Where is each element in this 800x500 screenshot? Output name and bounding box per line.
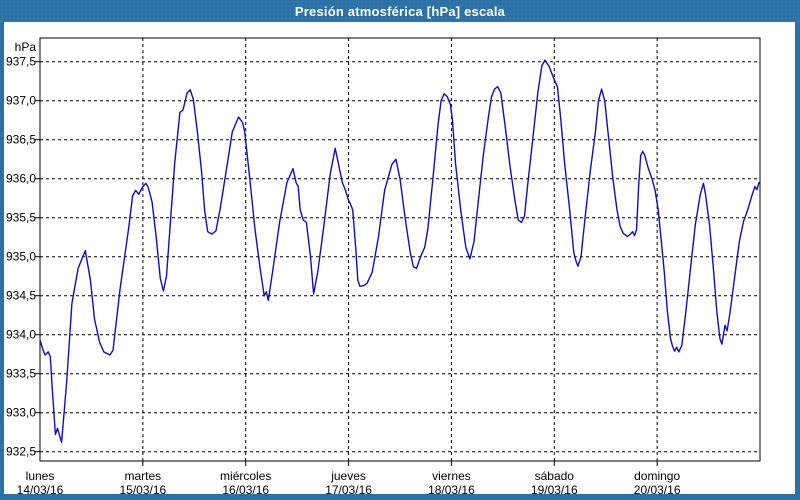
- x-day-date-label: 16/03/16: [222, 483, 269, 497]
- x-day-date-label: 17/03/16: [325, 483, 372, 497]
- y-tick-label: 935,5: [6, 211, 36, 225]
- x-day-name-label: viernes: [432, 469, 471, 483]
- plot-border: [39, 37, 761, 462]
- x-day-name-label: sábado: [535, 469, 575, 483]
- pressure-line-series: [39, 59, 760, 443]
- x-day-name-label: domingo: [634, 469, 680, 483]
- window-title-bar: Presión atmosférica [hPa] escala: [0, 0, 800, 22]
- y-tick-label: 937,5: [6, 55, 36, 69]
- y-tick-label: 933,0: [6, 406, 36, 420]
- x-day-date-label: 19/03/16: [531, 483, 578, 497]
- x-day-name-label: miércoles: [220, 469, 271, 483]
- y-tick-label: 933,5: [6, 367, 36, 381]
- y-tick-label: 936,5: [6, 133, 36, 147]
- y-tick-label: 932,5: [6, 445, 36, 459]
- y-tick-label: 934,5: [6, 289, 36, 303]
- x-day-name-label: jueves: [330, 469, 366, 483]
- y-axis-unit-label: hPa: [15, 40, 37, 54]
- y-tick-label: 936,0: [6, 172, 36, 186]
- x-day-date-label: 15/03/16: [119, 483, 166, 497]
- y-tick-label: 935,0: [6, 250, 36, 264]
- x-day-date-label: 14/03/16: [17, 483, 64, 497]
- y-tick-label: 934,0: [6, 328, 36, 342]
- window-title: Presión atmosférica [hPa] escala: [294, 3, 506, 19]
- x-day-name-label: martes: [125, 469, 162, 483]
- x-day-date-label: 18/03/16: [428, 483, 475, 497]
- y-tick-label: 937,0: [6, 94, 36, 108]
- x-day-name-label: lunes: [26, 469, 55, 483]
- x-day-date-label: 20/03/16: [634, 483, 681, 497]
